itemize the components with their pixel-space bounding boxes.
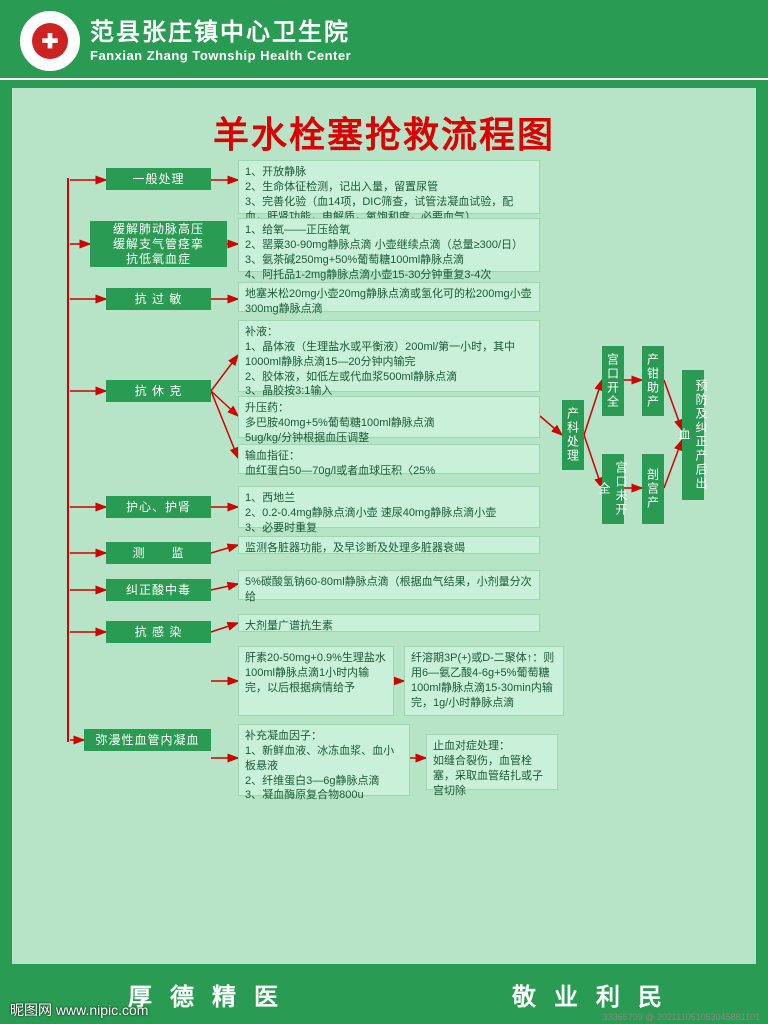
category-label: 护心、护肾 (106, 496, 211, 518)
category-label: 剖宫产 (642, 454, 664, 524)
detail-box: 止血对症处理：如缝合裂伤，血管栓塞，采取血管结扎或子宫切除 (426, 734, 558, 790)
detail-box: 肝素20-50mg+0.9%生理盐水100ml静脉点滴1小时内输完，以后根据病情… (238, 646, 394, 716)
content-panel: 羊水栓塞抢救流程图 一般处理缓解肺动脉高压缓解支气管痉挛抗低氧血症抗 过 敏抗 … (12, 88, 756, 964)
category-label: 产科处理 (562, 400, 584, 470)
flowchart: 一般处理缓解肺动脉高压缓解支气管痉挛抗低氧血症抗 过 敏抗 休 克护心、护肾测 … (24, 160, 744, 952)
category-label: 纠正酸中毒 (106, 579, 211, 601)
detail-box: 1、给氧——正压给氧2、罂粟30-90mg静脉点滴 小壶继续点滴（总量≥300/… (238, 218, 540, 272)
detail-box: 大剂量广谱抗生素 (238, 614, 540, 632)
detail-box: 输血指征：血红蛋白50—70g/l或者血球压积〈25% (238, 444, 540, 474)
header-title-en: Fanxian Zhang Township Health Center (90, 48, 351, 64)
detail-box: 1、开放静脉2、生命体征检测，记出入量，留置尿管3、完善化验（血14项，DIC筛… (238, 160, 540, 214)
hospital-logo: ✚ (20, 11, 80, 71)
category-label: 弥漫性血管内凝血 (84, 729, 211, 751)
category-label: 宫口开全 (602, 346, 624, 416)
category-label: 测 监 (106, 542, 211, 564)
header-title-cn: 范县张庄镇中心卫生院 (90, 19, 351, 48)
category-label: 预防及纠正产后出血 (682, 370, 704, 500)
category-label: 抗 感 染 (106, 621, 211, 643)
meta-text: 33365799 @ 202111051053045881101 (603, 1012, 760, 1022)
detail-box: 纤溶期3P(+)或D-二聚体↑：则用6—氨乙酸4-6g+5%葡萄糖100ml静脉… (404, 646, 564, 716)
poster: ✚ 范县张庄镇中心卫生院 Fanxian Zhang Township Heal… (0, 0, 768, 1024)
detail-box: 监测各脏器功能，及早诊断及处理多脏器衰竭 (238, 536, 540, 554)
category-label: 一般处理 (106, 168, 211, 190)
detail-box: 升压药：多巴胺40mg+5%葡萄糖100ml静脉点滴5ug/kg/分钟根据血压调… (238, 396, 540, 438)
footer-right: 敬业利民 (384, 977, 768, 1012)
category-label: 产钳助产 (642, 346, 664, 416)
category-label: 抗 过 敏 (106, 288, 211, 310)
header: ✚ 范县张庄镇中心卫生院 Fanxian Zhang Township Heal… (0, 0, 768, 80)
detail-box: 补充凝血因子：1、新鲜血液、冰冻血浆、血小板悬液2、纤维蛋白3—6g静脉点滴3、… (238, 724, 410, 796)
watermark: 昵图网 www.nipic.com (10, 1000, 148, 1020)
category-label: 抗 休 克 (106, 380, 211, 402)
cross-icon: ✚ (32, 23, 68, 59)
category-label: 宫口未开全 (602, 454, 624, 524)
category-label: 缓解肺动脉高压缓解支气管痉挛抗低氧血症 (90, 221, 227, 267)
chart-title: 羊水栓塞抢救流程图 (24, 106, 744, 158)
header-titles: 范县张庄镇中心卫生院 Fanxian Zhang Township Health… (90, 19, 351, 63)
detail-box: 1、西地兰2、0.2-0.4mg静脉点滴小壶 速尿40mg静脉点滴小壶3、必要时… (238, 486, 540, 528)
detail-box: 5%碳酸氢钠60-80ml静脉点滴（根据血气结果，小剂量分次给 (238, 570, 540, 600)
detail-box: 地塞米松20mg小壶20mg静脉点滴或氢化可的松200mg小壶300mg静脉点滴 (238, 282, 540, 312)
detail-box: 补液：1、晶体液（生理盐水或平衡液）200ml/第一小时，其中1000ml静脉点… (238, 320, 540, 392)
